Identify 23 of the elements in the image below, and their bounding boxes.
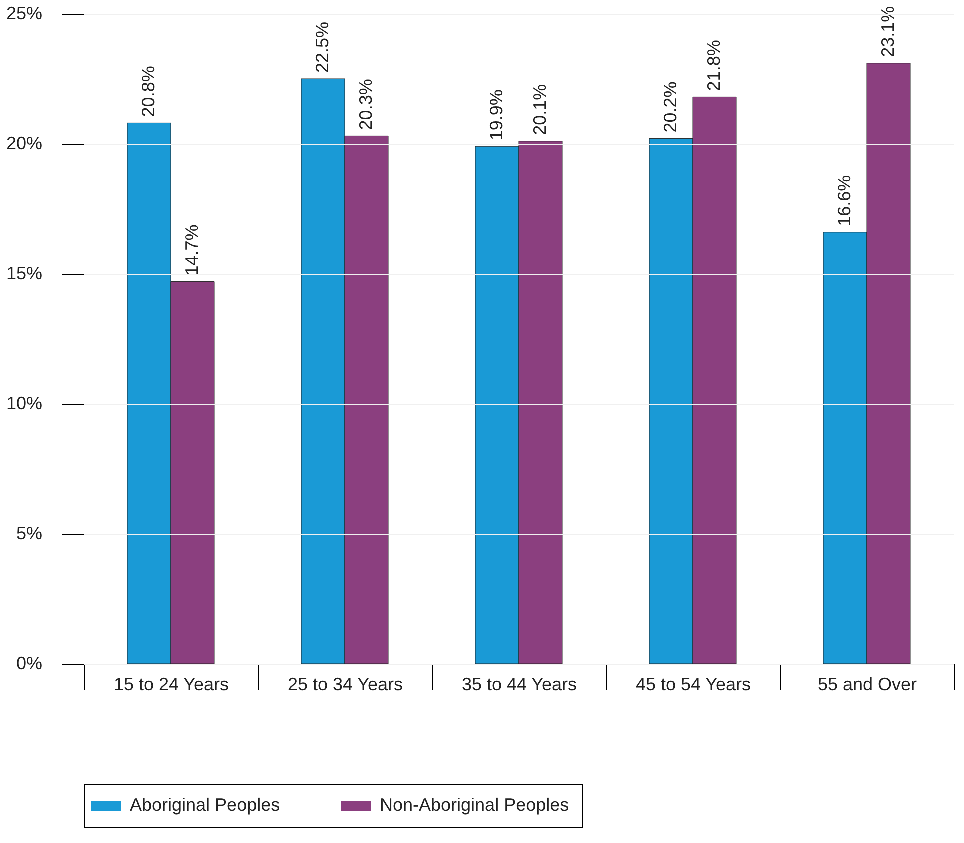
x-tick-label: 35 to 44 Years <box>462 674 578 694</box>
data-label: 16.6% <box>834 175 854 226</box>
y-tick-label: 10% <box>6 394 42 414</box>
data-label: 20.3% <box>356 79 376 130</box>
y-tick-label: 20% <box>6 134 42 154</box>
legend-label: Aboriginal Peoples <box>130 795 280 815</box>
y-tick-label: 0% <box>16 654 42 674</box>
data-label: 21.8% <box>704 40 724 92</box>
x-tick-label: 25 to 34 Years <box>288 674 404 694</box>
data-label: 20.8% <box>138 66 158 118</box>
y-tick-label: 5% <box>16 524 42 544</box>
data-label: 14.7% <box>182 224 202 276</box>
x-tick-label: 45 to 54 Years <box>636 674 752 694</box>
data-label: 19.9% <box>486 90 506 141</box>
legend-label: Non-Aboriginal Peoples <box>380 795 570 815</box>
data-label: 22.5% <box>312 22 332 73</box>
x-tick-label: 55 and Over <box>818 674 918 694</box>
data-label: 20.1% <box>530 84 550 136</box>
data-label: 20.2% <box>660 82 680 133</box>
data-label: 23.1% <box>878 6 898 58</box>
y-tick-label: 25% <box>6 4 42 24</box>
y-tick-label: 15% <box>6 264 42 284</box>
x-tick-label: 15 to 24 Years <box>114 674 230 694</box>
